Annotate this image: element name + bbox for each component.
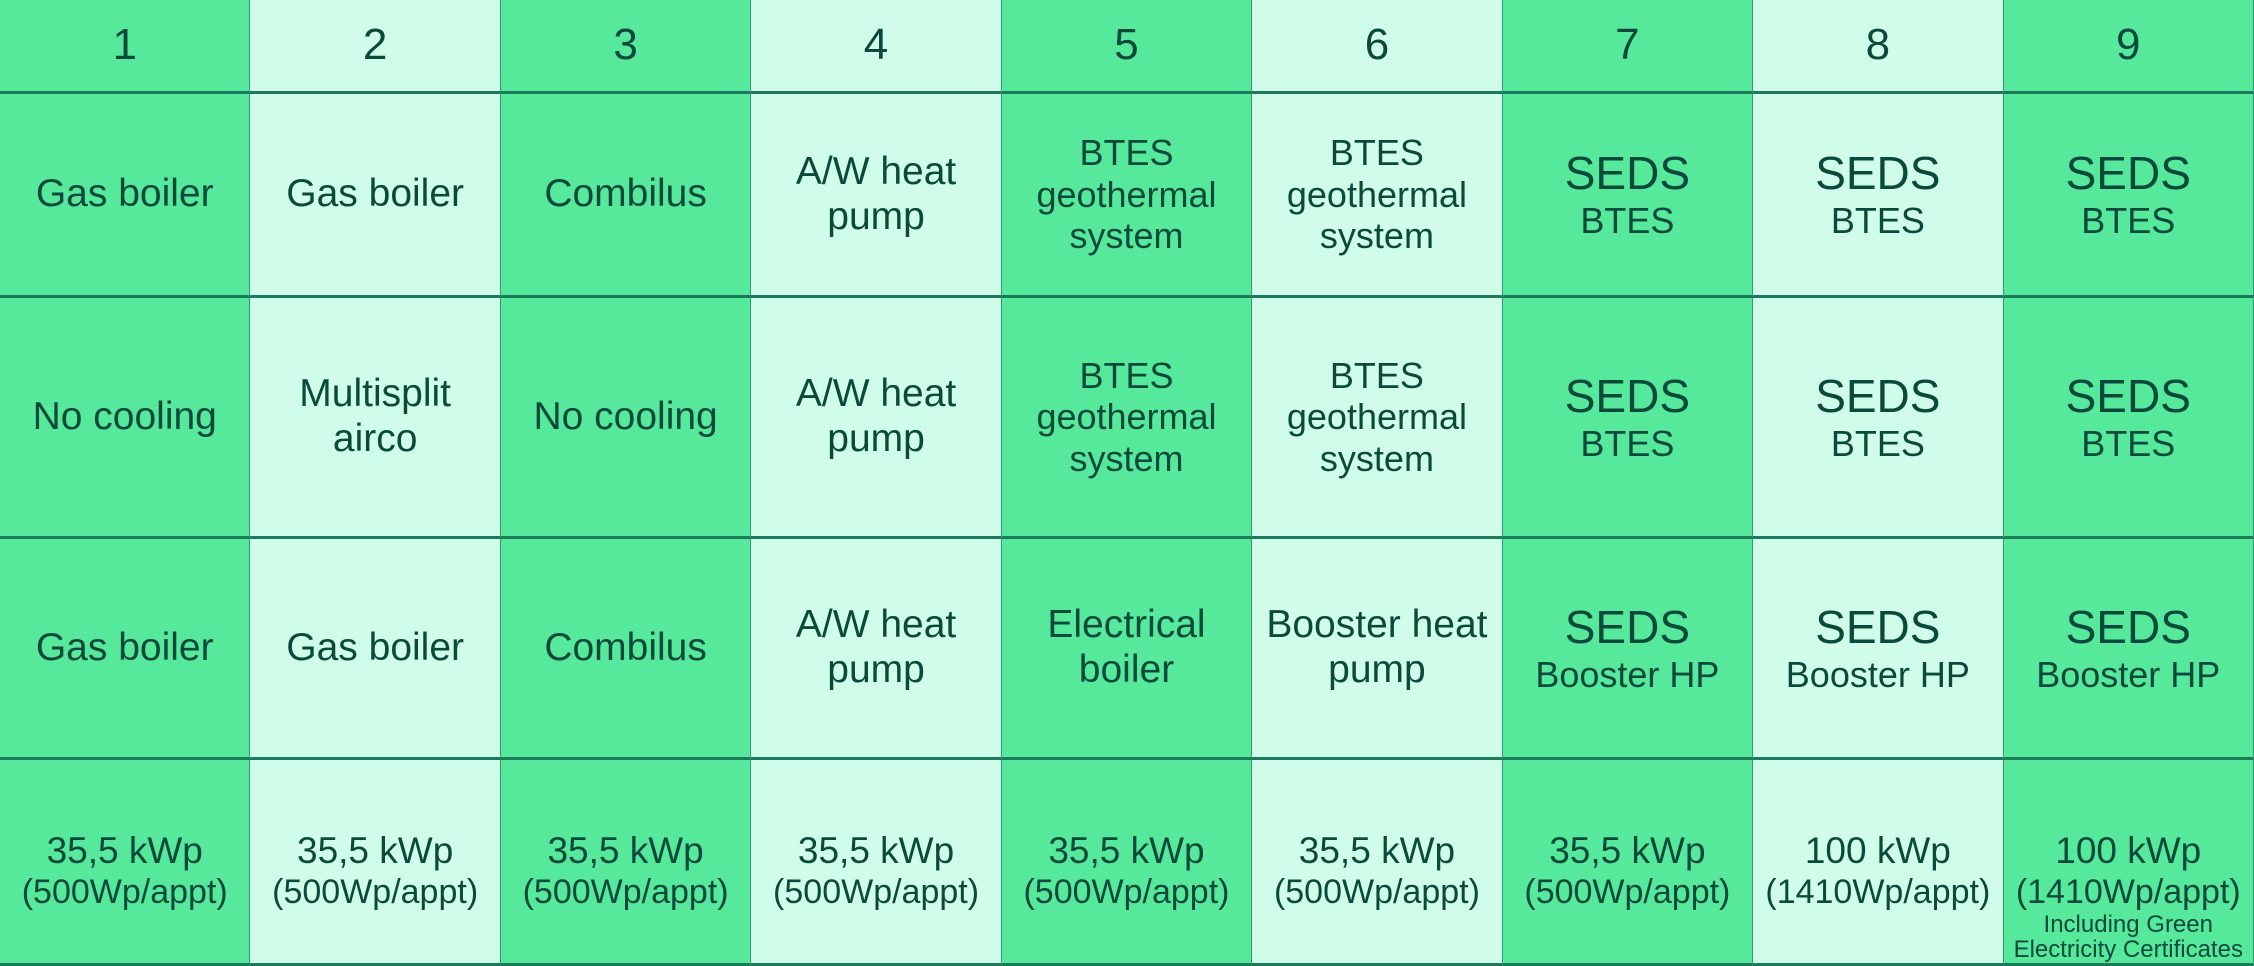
- cell: 35,5 kWp (500Wp/appt): [751, 760, 1002, 966]
- cell: SEDS BTES: [1753, 298, 2004, 539]
- cell-per: (500Wp/appt): [21, 872, 228, 911]
- cell: 35,5 kWp (500Wp/appt): [500, 760, 752, 966]
- cell-main: SEDS: [1564, 147, 1691, 200]
- cell-per: (500Wp/appt): [272, 872, 479, 911]
- cell: Combilus: [500, 94, 752, 298]
- cell-main: SEDS: [1564, 600, 1691, 653]
- cell: 35,5 kWp (500Wp/appt): [0, 760, 251, 966]
- column-header: 5: [1001, 0, 1253, 94]
- cell: 100 kWp (1410Wp/appt) Including Green Elec…: [2003, 760, 2254, 966]
- cell-pv: 100 kWp: [2055, 830, 2202, 871]
- cell: 35,5 kWp (500Wp/appt): [1502, 760, 1754, 966]
- cell-pv: 35,5 kWp: [1298, 830, 1456, 871]
- cell-per: (500Wp/appt): [1524, 872, 1731, 911]
- cell: No cooling: [500, 298, 752, 539]
- cell-pv: 100 kWp: [1804, 830, 1951, 871]
- cell-per: (1410Wp/appt): [2015, 872, 2241, 911]
- cell-main: SEDS: [2065, 600, 2191, 653]
- cell: Gas boiler: [0, 539, 251, 760]
- column-header: 2: [250, 0, 501, 94]
- cell-main: SEDS: [2065, 147, 2191, 200]
- cell: SEDS BTES: [1502, 298, 1754, 539]
- column-header: 3: [500, 0, 752, 94]
- cell-per: (500Wp/appt): [1273, 872, 1480, 911]
- cell: SEDS BTES: [2003, 298, 2254, 539]
- cell: A/W heat pump: [751, 298, 1002, 539]
- cell: SEDS BTES: [1753, 94, 2004, 298]
- cell: SEDS BTES: [1502, 94, 1754, 298]
- cell: Gas boiler: [0, 94, 251, 298]
- cell-per: (1410Wp/appt): [1765, 872, 1991, 911]
- cell-sub: Booster HP: [1785, 653, 1970, 695]
- cell-sub: BTES: [2081, 200, 2176, 242]
- cell: Electrical boiler: [1001, 539, 1253, 760]
- column-header: 8: [1753, 0, 2004, 94]
- cell: Booster heat pump: [1252, 539, 1503, 760]
- cell: BTES geothermal system: [1252, 298, 1503, 539]
- cell-pv: 35,5 kWp: [46, 830, 203, 871]
- cell-main: SEDS: [1815, 600, 1941, 653]
- cell: Gas boiler: [250, 94, 501, 298]
- cell-pv: 35,5 kWp: [297, 830, 454, 871]
- cell: 35,5 kWp (500Wp/appt): [250, 760, 501, 966]
- cell: BTES geothermal system: [1001, 94, 1253, 298]
- cell: SEDS BTES: [2003, 94, 2254, 298]
- cell: A/W heat pump: [751, 539, 1002, 760]
- cell-note: Including Green Electricity Certificates: [2013, 910, 2243, 963]
- column-header: 1: [0, 0, 251, 94]
- cell-sub: BTES: [1830, 200, 1925, 242]
- cell-main: SEDS: [1815, 147, 1941, 200]
- cell: No cooling: [0, 298, 251, 539]
- cell-pv: 35,5 kWp: [1549, 830, 1706, 871]
- column-header: 9: [2003, 0, 2254, 94]
- cell-main: SEDS: [1815, 369, 1941, 422]
- column-header: 7: [1502, 0, 1754, 94]
- cell: Gas boiler: [250, 539, 501, 760]
- cell: Combilus: [500, 539, 752, 760]
- cell-sub: BTES: [2081, 422, 2176, 464]
- cell: SEDS Booster HP: [1753, 539, 2004, 760]
- cell-main: SEDS: [2065, 369, 2191, 422]
- cell-sub: BTES: [1580, 422, 1675, 464]
- cell: BTES geothermal system: [1001, 298, 1253, 539]
- cell-main: SEDS: [1564, 369, 1691, 422]
- cell: A/W heat pump: [751, 94, 1002, 298]
- cell: 35,5 kWp (500Wp/appt): [1001, 760, 1253, 966]
- cell-sub: Booster HP: [2036, 653, 2221, 695]
- cell: BTES geothermal system: [1252, 94, 1503, 298]
- column-header: 4: [751, 0, 1002, 94]
- cell: 35,5 kWp (500Wp/appt): [1252, 760, 1503, 966]
- cell-sub: BTES: [1830, 422, 1925, 464]
- cell-pv: 35,5 kWp: [797, 830, 955, 871]
- column-header: 6: [1252, 0, 1503, 94]
- cell-per: (500Wp/appt): [773, 872, 980, 911]
- cell-pv: 35,5 kWp: [547, 830, 704, 871]
- cell-per: (500Wp/appt): [522, 872, 729, 911]
- cell: SEDS Booster HP: [1502, 539, 1754, 760]
- cell-sub: Booster HP: [1535, 653, 1720, 695]
- cell: 100 kWp (1410Wp/appt): [1753, 760, 2004, 966]
- cell-per: (500Wp/appt): [1023, 872, 1230, 911]
- cell-pv: 35,5 kWp: [1048, 830, 1205, 871]
- cell: SEDS Booster HP: [2003, 539, 2254, 760]
- cell: Multisplit airco: [250, 298, 501, 539]
- cell-sub: BTES: [1580, 200, 1675, 242]
